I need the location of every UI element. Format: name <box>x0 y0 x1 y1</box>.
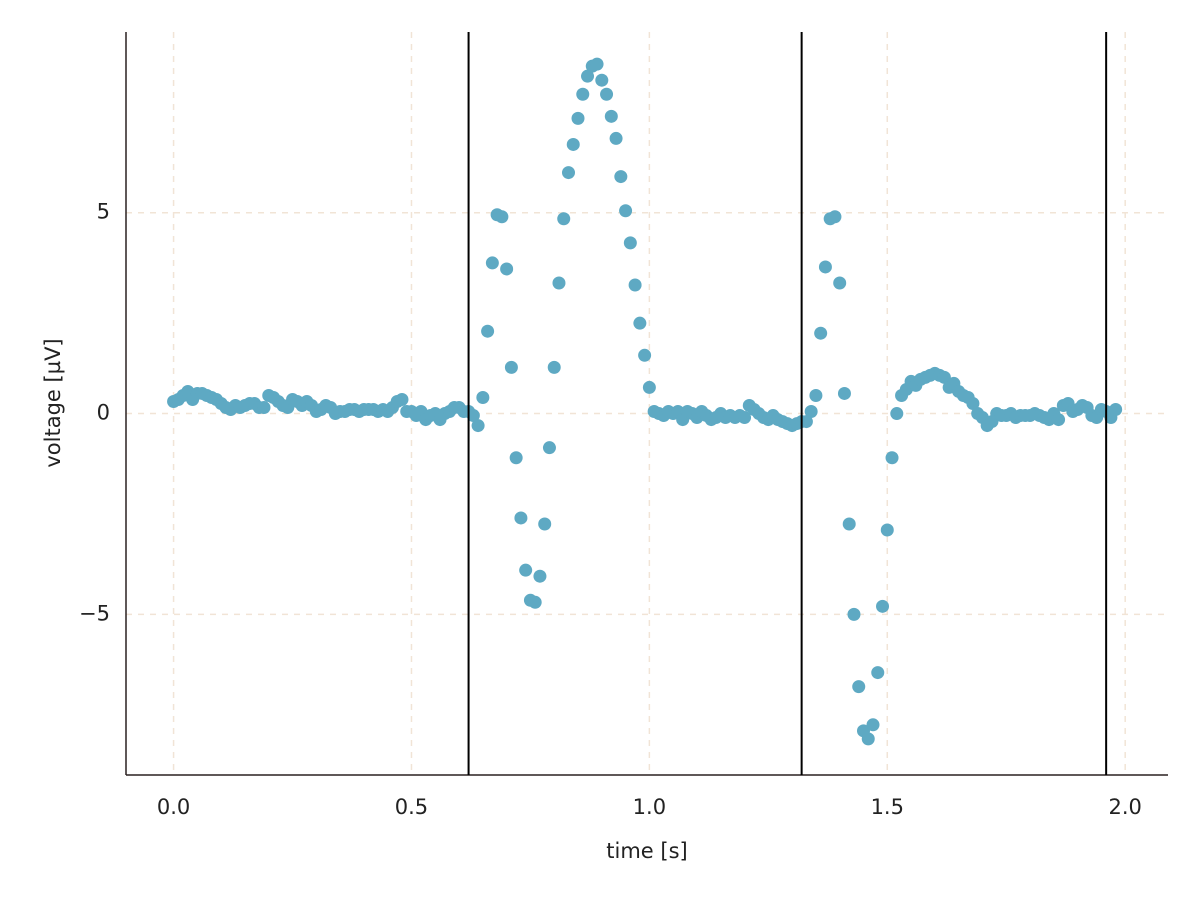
point <box>852 680 866 694</box>
x-tick-label: 1.0 <box>633 795 666 819</box>
point <box>476 390 490 404</box>
point <box>509 451 523 465</box>
point <box>576 87 590 101</box>
y-tick-label: 5 <box>97 200 110 224</box>
point <box>547 360 561 374</box>
point <box>495 210 509 224</box>
point <box>1052 413 1066 427</box>
x-tick-label: 0.0 <box>157 795 190 819</box>
point <box>885 451 899 465</box>
point <box>633 316 647 330</box>
y-axis-label: voltage [µV] <box>41 338 65 467</box>
point <box>890 407 904 421</box>
y-tick-label: −5 <box>79 601 110 625</box>
point <box>799 415 813 429</box>
point <box>542 441 556 455</box>
point <box>628 278 642 292</box>
point <box>738 411 752 425</box>
point <box>804 405 818 419</box>
point <box>595 73 609 87</box>
point <box>604 109 618 123</box>
point <box>818 260 832 274</box>
point <box>638 348 652 362</box>
point <box>571 111 585 125</box>
point <box>566 137 580 151</box>
point <box>880 523 894 537</box>
point <box>466 409 480 423</box>
point <box>642 380 656 394</box>
point <box>552 276 566 290</box>
point <box>814 326 828 340</box>
point <box>866 718 880 732</box>
point <box>623 236 637 250</box>
point <box>504 360 518 374</box>
point <box>1109 403 1123 417</box>
point <box>861 732 875 746</box>
point <box>519 563 533 577</box>
point <box>600 87 614 101</box>
point <box>609 131 623 145</box>
point <box>937 370 951 384</box>
point <box>876 599 890 613</box>
point <box>842 517 856 531</box>
point <box>257 401 271 415</box>
point <box>561 166 575 180</box>
point <box>581 69 595 83</box>
point <box>500 262 514 276</box>
point <box>871 666 885 680</box>
x-tick-label: 2.0 <box>1108 795 1141 819</box>
point <box>837 386 851 400</box>
x-axis-label: time [s] <box>606 839 687 863</box>
point <box>809 388 823 402</box>
point <box>590 57 604 71</box>
point <box>847 607 861 621</box>
x-tick-label: 1.5 <box>871 795 904 819</box>
y-tick-label: 0 <box>97 401 110 425</box>
point <box>485 256 499 270</box>
point <box>966 397 980 410</box>
point <box>528 595 542 609</box>
point <box>481 324 495 338</box>
point <box>557 212 571 226</box>
point <box>619 204 633 218</box>
point <box>614 170 628 184</box>
point <box>538 517 552 531</box>
x-tick-label: 0.5 <box>395 795 428 819</box>
point <box>533 569 547 583</box>
point <box>514 511 528 525</box>
point <box>471 419 485 433</box>
point <box>828 210 842 224</box>
point <box>833 276 847 290</box>
point <box>395 392 409 406</box>
